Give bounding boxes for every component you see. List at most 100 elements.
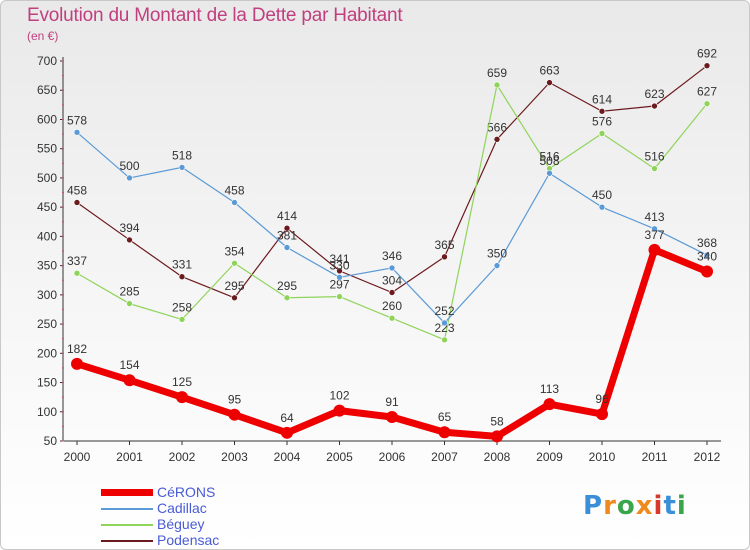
data-point-beguey (493, 81, 501, 89)
data-point-beguey (388, 314, 396, 322)
data-label-beguey: 285 (119, 285, 139, 299)
data-label-podensac: 663 (539, 64, 559, 78)
data-label-beguey: 627 (697, 85, 717, 99)
data-point-cadillac (178, 164, 186, 171)
x-tick-label: 2009 (536, 450, 563, 464)
data-point-cadillac (388, 264, 396, 272)
y-tick-label: 500 (37, 171, 57, 185)
legend: CéRONS Cadillac Béguey Podensac (101, 484, 341, 549)
data-label-podensac: 295 (224, 279, 244, 293)
legend-item-beguey[interactable]: Béguey (101, 516, 341, 533)
data-point-podensac (493, 136, 501, 143)
logo-letter: o (616, 491, 636, 521)
data-point-beguey (441, 336, 448, 344)
legend-item-cerons[interactable]: CéRONS (101, 484, 341, 501)
data-point-cerons (701, 265, 713, 278)
y-tick-label: 300 (37, 288, 57, 302)
data-point-cerons (648, 243, 661, 256)
data-point-podensac (651, 102, 658, 110)
legend-item-cadillac[interactable]: Cadillac (101, 500, 341, 517)
data-label-cerons: 377 (644, 228, 664, 242)
data-point-cadillac (231, 199, 238, 206)
data-label-beguey: 516 (539, 150, 559, 164)
data-label-beguey: 516 (644, 150, 664, 164)
data-label-cadillac: 381 (277, 228, 297, 242)
logo-letter: i (653, 491, 664, 521)
x-tick-label: 2006 (379, 450, 406, 464)
data-label-cadillac: 330 (329, 258, 349, 272)
data-point-cadillac (441, 319, 448, 327)
data-label-beguey: 258 (172, 300, 192, 314)
data-label-podensac: 614 (592, 92, 612, 106)
data-label-beguey: 297 (329, 278, 349, 292)
data-label-podensac: 331 (172, 258, 192, 272)
data-label-cerons: 125 (172, 375, 192, 389)
data-label-cadillac: 508 (539, 154, 559, 168)
data-point-beguey (73, 269, 81, 277)
y-tick-label: 150 (37, 376, 57, 390)
data-label-cerons: 91 (385, 395, 399, 409)
data-label-beguey: 354 (224, 244, 244, 258)
legend-swatch-podensac (101, 540, 153, 542)
x-tick-label: 2011 (642, 450, 668, 464)
y-tick-label: 700 (37, 54, 57, 68)
data-label-podensac: 458 (67, 183, 87, 197)
data-point-cadillac (336, 274, 343, 281)
x-tick-label: 2012 (694, 450, 721, 464)
legend-label-beguey: Béguey (157, 516, 205, 532)
data-label-cerons: 113 (540, 382, 559, 396)
data-point-cadillac (651, 225, 658, 233)
x-tick-label: 2010 (589, 450, 616, 464)
x-tick-label: 2003 (221, 450, 248, 464)
data-point-podensac (283, 224, 291, 232)
legend-swatch-beguey (101, 524, 153, 526)
data-point-cerons (71, 357, 83, 370)
chart-title: Evolution du Montant de la Dette par Hab… (27, 5, 403, 26)
data-label-cadillac: 500 (119, 159, 139, 173)
data-label-cadillac: 350 (487, 247, 507, 261)
data-label-cerons: 58 (490, 414, 504, 428)
data-point-cerons (281, 426, 293, 439)
data-point-cerons (543, 398, 556, 411)
data-point-podensac (703, 62, 711, 69)
x-tick-label: 2000 (64, 450, 91, 464)
data-point-podensac (388, 289, 396, 296)
data-point-cerons (438, 426, 451, 439)
data-label-cadillac: 413 (644, 210, 664, 224)
y-tick-label: 450 (37, 200, 57, 214)
legend-label-cadillac: Cadillac (157, 500, 207, 516)
data-point-podensac (231, 294, 238, 302)
logo-letter: P (583, 491, 604, 521)
data-label-beguey: 337 (67, 254, 87, 268)
proxiti-logo: Proxiti (583, 491, 687, 521)
y-tick-label: 650 (37, 83, 57, 97)
y-tick-label: 250 (37, 317, 57, 331)
data-point-beguey (178, 316, 186, 323)
logo-letter: x (635, 491, 654, 521)
data-point-podensac (178, 273, 186, 281)
data-label-cerons: 96 (595, 392, 609, 406)
data-label-beguey: 659 (487, 66, 507, 80)
data-point-cadillac (73, 129, 81, 136)
data-label-cadillac: 458 (224, 183, 244, 197)
data-point-cadillac (493, 262, 501, 269)
data-point-beguey (231, 259, 238, 267)
legend-item-podensac[interactable]: Podensac (101, 532, 341, 549)
logo-letter: i (676, 491, 687, 521)
data-point-podensac (126, 236, 133, 244)
data-label-podensac: 304 (382, 274, 402, 288)
data-label-podensac: 692 (697, 47, 717, 61)
data-point-podensac (546, 79, 553, 86)
data-point-beguey (598, 130, 606, 137)
data-point-beguey (651, 165, 658, 172)
data-point-beguey (126, 300, 133, 307)
legend-swatch-cadillac (101, 508, 153, 510)
data-label-cadillac: 368 (697, 236, 717, 250)
data-label-podensac: 341 (329, 252, 349, 266)
y-tick-label: 100 (37, 405, 57, 419)
x-tick-label: 2007 (431, 450, 458, 464)
data-label-cerons: 154 (119, 358, 139, 372)
y-tick-label: 350 (37, 259, 57, 273)
data-point-cadillac (283, 244, 291, 251)
